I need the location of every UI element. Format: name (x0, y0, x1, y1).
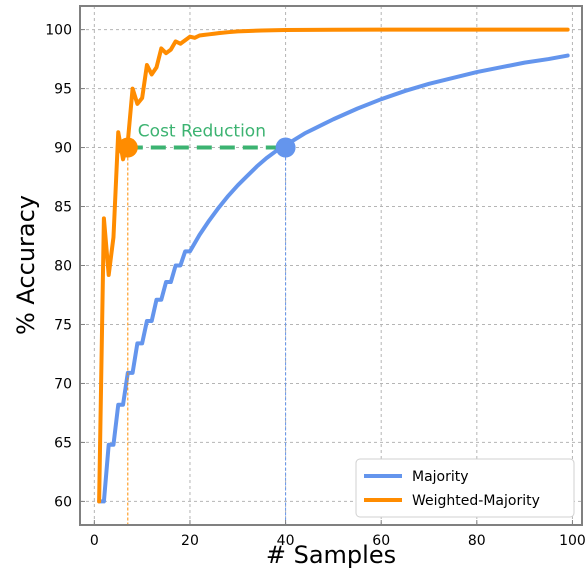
weighted-majority-threshold-point (117, 137, 138, 158)
legend: Majority Weighted-Majority (355, 458, 575, 518)
y-tick-label-7: 95 (54, 82, 72, 98)
series-line-majority (97, 53, 570, 504)
x-tick-label-5: 100 (559, 533, 585, 549)
legend-majority-label: Majority (412, 469, 469, 485)
majority-threshold-point (275, 137, 296, 158)
x-tick-label-1: 20 (181, 533, 199, 549)
y-tick-label-5: 85 (54, 200, 72, 216)
x-tick-label-0: 0 (90, 533, 99, 549)
x-axis-title: # Samples (266, 541, 396, 569)
annotation-layer: Cost Reduction (117, 122, 296, 525)
y-axis-title: % Accuracy (12, 195, 40, 335)
y-tick-label-3: 75 (54, 317, 72, 333)
cost-reduction-label: Cost Reduction (138, 122, 266, 142)
y-tick-label-0: 60 (54, 494, 72, 510)
y-tick-label-1: 65 (54, 435, 72, 451)
axes-layer: 0 20 40 60 80 100 60 65 70 75 80 85 90 95 100 (45, 5, 585, 549)
y-tick-label-6: 90 (54, 141, 72, 157)
y-tick-label-2: 70 (54, 376, 72, 392)
legend-box (355, 458, 575, 518)
x-tick-label-4: 80 (468, 533, 486, 549)
legend-weighted-majority-label: Weighted-Majority (412, 493, 540, 509)
x-tick-label-2: 40 (277, 533, 295, 549)
plot-background (80, 6, 582, 525)
x-tick-label-3: 60 (372, 533, 390, 549)
y-tick-label-4: 80 (54, 259, 72, 275)
y-tick-label-8: 100 (45, 23, 72, 39)
